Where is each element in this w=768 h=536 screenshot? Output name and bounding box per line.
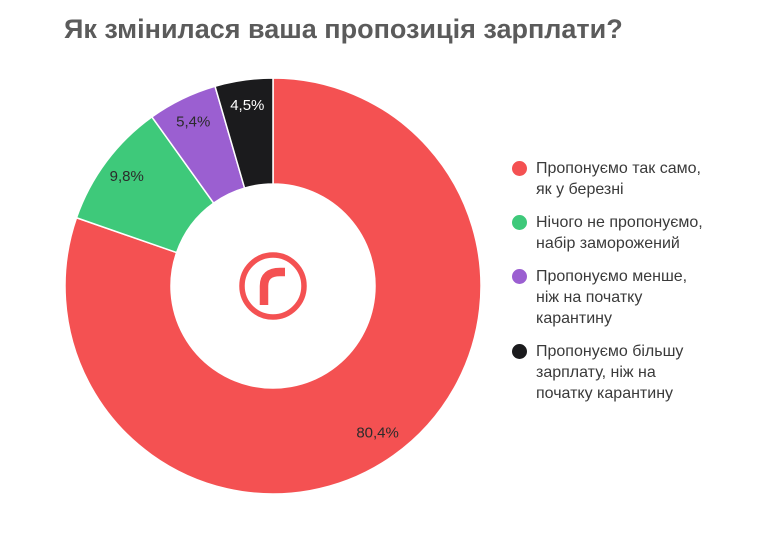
legend-label: Нічого не пропонуємо, набір заморожений [536,214,703,252]
legend-label: Пропонуємо так само, як у березні [536,160,701,198]
slice-4 [214,77,274,189]
chart-title: Як змінилася ваша пропозиція зарплати? [64,14,623,44]
slice-labels: 80,4% 9,8% 5,4% 4,5% [110,97,399,442]
legend-swatch [512,269,527,284]
slice-label-1: 80,4% [356,425,399,442]
slice-label-4: 4,5% [230,97,264,114]
legend-label: Пропонуємо менше, ніж на початку каранти… [536,268,688,327]
legend: Пропонуємо так само, як у березні Нічого … [512,158,736,416]
logo-icon [239,252,307,320]
legend-item-4: Пропонуємо більшу зарплату, ніж на почат… [512,341,736,404]
slice-label-3: 5,4% [176,113,210,130]
legend-swatch [512,215,527,230]
slice-label-2: 9,8% [110,168,144,185]
legend-item-3: Пропонуємо менше, ніж на початку каранти… [512,266,736,329]
slice-1 [64,77,482,495]
legend-swatch [512,161,527,176]
legend-swatch [512,344,527,359]
donut-slices [64,77,482,495]
legend-item-1: Пропонуємо так само, як у березні [512,158,736,200]
legend-item-2: Нічого не пропонуємо, набір заморожений [512,212,736,254]
legend-label: Пропонуємо більшу зарплату, ніж на почат… [536,343,684,402]
